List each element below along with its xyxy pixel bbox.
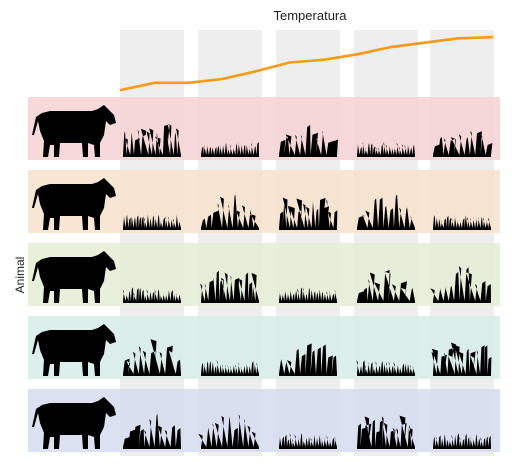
- grass-icon: [200, 270, 259, 303]
- temperature-line: [119, 35, 494, 92]
- cow-icon: [32, 105, 116, 157]
- grass-icon: [201, 360, 259, 376]
- row-band: [28, 97, 500, 160]
- row-bands: [28, 97, 500, 452]
- grass-icon: [123, 214, 181, 230]
- row-band: [28, 316, 500, 379]
- grass-icon: [201, 194, 259, 230]
- cow-icon: [32, 178, 116, 230]
- grass-icon: [201, 141, 259, 157]
- grass-icon: [279, 197, 338, 230]
- grass-icon: [430, 266, 491, 303]
- grass-icon: [279, 433, 337, 449]
- grass-icon: [279, 287, 337, 303]
- grass-icon: [357, 194, 415, 230]
- grass-icon: [356, 360, 415, 376]
- cow-icon: [32, 324, 116, 376]
- grass-cells: [122, 123, 493, 449]
- grass-icon: [122, 287, 181, 303]
- grass-icon: [431, 342, 492, 376]
- grass-icon: [198, 414, 259, 449]
- animal-icons: [32, 105, 116, 449]
- grass-icon: [433, 433, 491, 449]
- row-band: [28, 243, 500, 306]
- row-band: [28, 389, 500, 452]
- y-axis-label: Animal: [13, 256, 27, 294]
- cow-icon: [32, 397, 116, 449]
- grass-icon: [123, 413, 181, 449]
- grass-icon: [279, 125, 338, 157]
- grass-icon: [433, 214, 491, 230]
- row-band: [28, 170, 500, 233]
- chart-title: Temperatura: [273, 8, 347, 23]
- grass-icon: [279, 343, 337, 376]
- grass-icon: [123, 339, 181, 376]
- grass-icon: [123, 123, 181, 157]
- cow-icon: [32, 251, 116, 303]
- grass-icon: [433, 130, 493, 157]
- grass-icon: [357, 269, 415, 303]
- grass-icon: [357, 415, 415, 449]
- grass-icon: [357, 141, 415, 157]
